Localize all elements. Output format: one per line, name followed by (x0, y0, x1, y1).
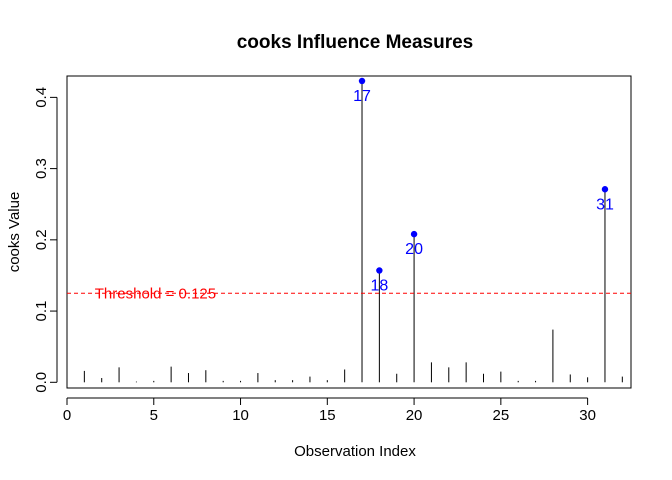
threshold-group: Threshold = 0.125 (67, 285, 631, 302)
x-tick-label: 15 (319, 407, 336, 424)
x-axis: 0 5 10 15 20 25 30 (63, 397, 596, 424)
highlight-label-18: 18 (370, 277, 388, 294)
y-axis: 0.0 0.1 0.2 0.3 0.4 (33, 87, 58, 393)
y-tick-label: 0.4 (33, 87, 50, 108)
plot-frame (66, 75, 632, 389)
stems (83, 80, 623, 383)
x-tick-label: 30 (579, 407, 596, 424)
highlight-point-17 (358, 77, 366, 85)
y-tick-label: 0.0 (33, 372, 50, 393)
highlight-label-31: 31 (596, 196, 614, 213)
x-axis-label: Observation Index (294, 443, 416, 460)
x-tick-label: 10 (232, 407, 249, 424)
chart-title: cooks Influence Measures (237, 32, 474, 53)
threshold-label: Threshold = 0.125 (95, 285, 216, 302)
highlight-point-18 (376, 267, 383, 274)
highlighted-points: 17 18 20 31 (353, 77, 614, 294)
highlight-label-17: 17 (353, 88, 371, 105)
highlight-point-31 (601, 186, 609, 193)
y-axis-label: cooks Value (6, 192, 23, 273)
x-tick-label: 5 (150, 407, 158, 424)
highlight-point-20 (410, 230, 418, 238)
highlight-label-20: 20 (405, 241, 423, 258)
x-tick-label: 0 (63, 407, 71, 424)
y-tick-label: 0.3 (33, 158, 50, 179)
x-tick-label: 25 (493, 407, 510, 424)
y-tick-label: 0.1 (33, 301, 50, 322)
x-tick-label: 20 (406, 407, 423, 424)
y-tick-label: 0.2 (33, 229, 50, 250)
